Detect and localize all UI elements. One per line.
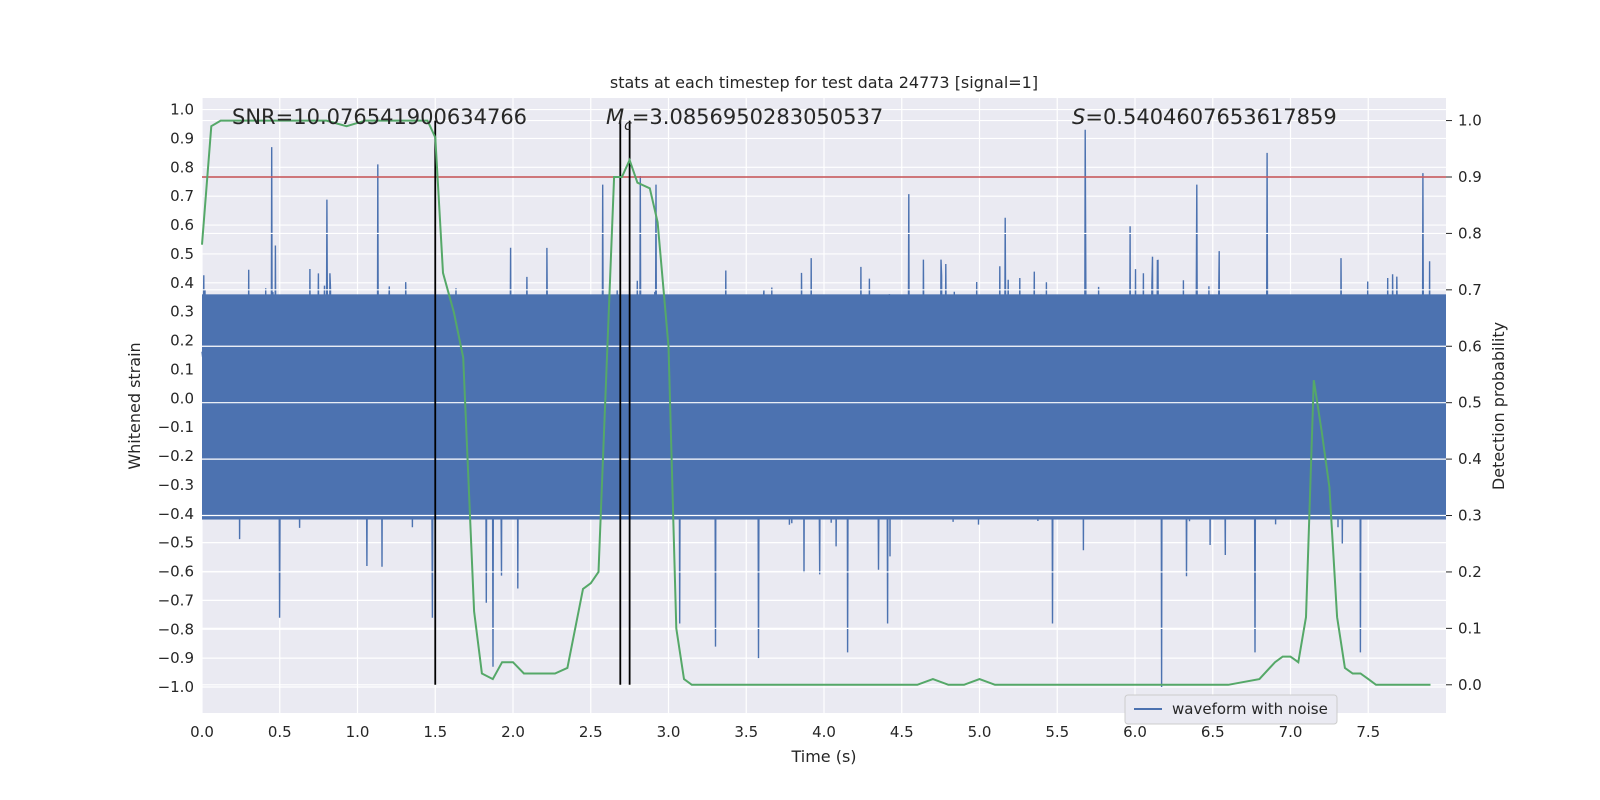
y-tick-label: −0.7 — [158, 591, 194, 609]
y-right-axis-ticks: 1.0 0.9 0.8 0.7 0.6 0.5 0.4 0.3 0.2 0.1 0.0 — [1446, 112, 1482, 694]
y-tick-label: −0.5 — [158, 534, 194, 552]
y-tick-label: −0.9 — [158, 649, 194, 667]
legend-label: waveform with noise — [1172, 700, 1328, 718]
x-axis-label: Time (s) — [790, 747, 856, 766]
chirp-mass-annotation: Mc=3.0856950283050537 — [606, 105, 883, 134]
s-value: =0.5404607653617859 — [1085, 105, 1336, 129]
y-tick-label: −0.1 — [158, 418, 194, 436]
y-tick-label: 1.0 — [170, 101, 194, 119]
chirp-mass-symbol: M — [606, 105, 624, 129]
x-tick-label: 2.5 — [579, 723, 603, 741]
chirp-mass-value: =3.0856950283050537 — [632, 105, 883, 129]
y-axis-label: Whitened strain — [125, 342, 144, 469]
y-tick-label: −0.2 — [158, 447, 194, 465]
y-tick-label: 0.5 — [170, 245, 194, 263]
x-tick-label: 6.0 — [1123, 723, 1147, 741]
x-tick-label: 4.5 — [890, 723, 914, 741]
y-right-tick-label: 0.6 — [1458, 337, 1482, 355]
x-tick-label: 1.0 — [346, 723, 370, 741]
legend-box — [1124, 694, 1338, 725]
snr-annotation: SNR=10.076541900634766 — [232, 105, 527, 129]
x-tick-label: 2.0 — [501, 723, 525, 741]
legend: waveform with noise — [1124, 694, 1338, 725]
y-tick-label: −0.8 — [158, 620, 194, 638]
x-tick-label: 0.0 — [190, 723, 214, 741]
s-annotation: S=0.5404607653617859 — [1072, 105, 1337, 129]
x-tick-label: 6.5 — [1201, 723, 1225, 741]
y-right-tick-label: 0.8 — [1458, 224, 1482, 242]
y-right-axis-label: Detection probability — [1489, 322, 1508, 490]
y-right-tick-label: 0.3 — [1458, 507, 1482, 525]
x-tick-label: 5.5 — [1045, 723, 1069, 741]
waveform-series — [201, 129, 1446, 688]
y-tick-label: −1.0 — [158, 678, 194, 696]
y-tick-label: −0.4 — [158, 505, 194, 523]
y-right-tick-label: 0.5 — [1458, 394, 1482, 412]
y-right-tick-label: 0.4 — [1458, 450, 1482, 468]
x-tick-label: 3.0 — [657, 723, 681, 741]
probability-series — [201, 119, 1431, 686]
y-tick-label: 0.7 — [170, 187, 194, 205]
y-tick-label: 0.8 — [170, 158, 194, 176]
y-tick-label: 0.3 — [170, 303, 194, 321]
s-symbol: S — [1072, 105, 1085, 129]
y-right-tick-label: 0.0 — [1458, 676, 1482, 694]
x-tick-label: 4.0 — [812, 723, 836, 741]
x-tick-label: 7.0 — [1279, 723, 1303, 741]
y-right-tick-label: 0.1 — [1458, 619, 1482, 637]
x-axis-ticks: 0.0 0.5 1.0 1.5 2.0 2.5 3.0 3.5 4.0 4.5 5.0 5.5 6.0 6… — [190, 723, 1380, 741]
waveform-dense-band — [202, 294, 1446, 520]
x-tick-label: 0.5 — [268, 723, 292, 741]
y-tick-label: −0.6 — [158, 563, 194, 581]
chirp-mass-subscript: c — [624, 118, 632, 134]
y-axis-ticks: 1.0 0.9 0.8 0.7 0.6 0.5 0.4 0.3 0.2 0.1 0.0 −0.1 −0.… — [158, 101, 194, 696]
x-tick-label: 5.0 — [968, 723, 992, 741]
y-right-tick-label: 0.9 — [1458, 168, 1482, 186]
x-tick-label: 7.5 — [1356, 723, 1380, 741]
chart-title: stats at each timestep for test data 247… — [610, 73, 1038, 92]
x-tick-label: 3.5 — [734, 723, 758, 741]
y-tick-label: −0.3 — [158, 476, 194, 494]
y-tick-label: 0.1 — [170, 360, 194, 378]
x-tick-label: 1.5 — [423, 723, 447, 741]
y-right-tick-label: 0.7 — [1458, 281, 1482, 299]
y-tick-label: 0.6 — [170, 216, 194, 234]
y-tick-label: 0.0 — [170, 389, 194, 407]
vertical-markers — [434, 120, 631, 685]
probability-line — [201, 119, 1431, 686]
y-right-tick-label: 1.0 — [1458, 112, 1482, 130]
y-tick-label: 0.4 — [170, 274, 194, 292]
y-right-tick-label: 0.2 — [1458, 563, 1482, 581]
y-tick-label: 0.9 — [170, 129, 194, 147]
y-tick-label: 0.2 — [170, 332, 194, 350]
